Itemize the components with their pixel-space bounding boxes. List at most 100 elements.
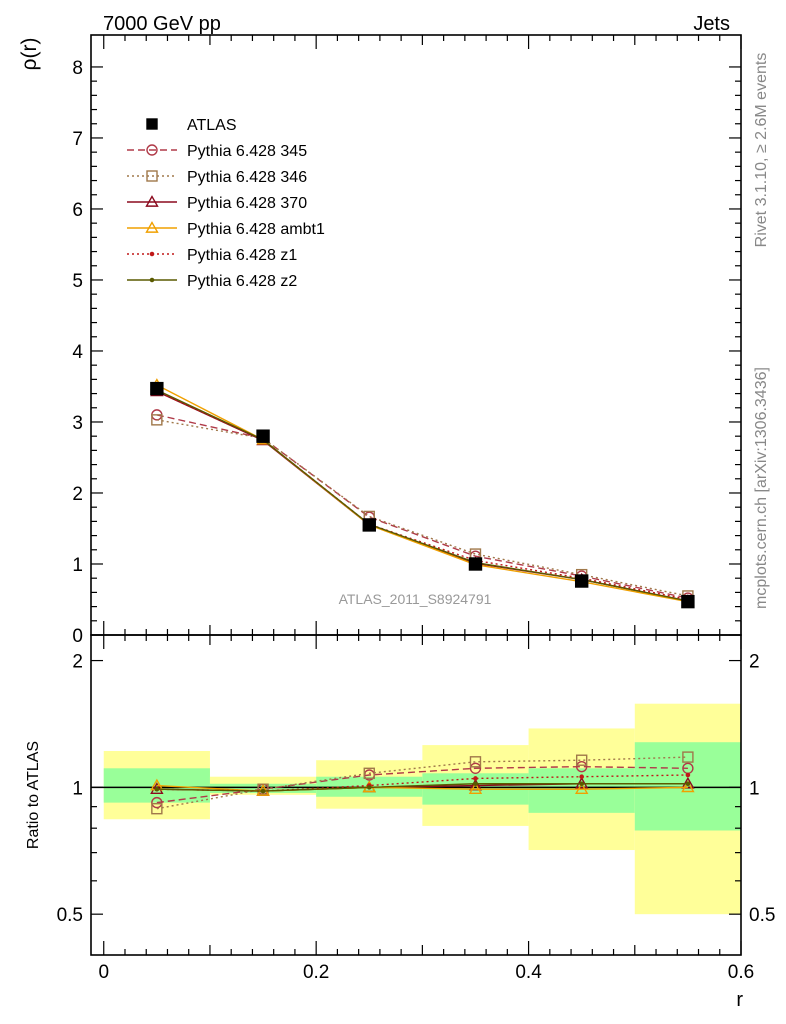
legend-entry: Pythia 6.428 ambt1 xyxy=(127,221,325,238)
ratio-series-line xyxy=(156,756,688,810)
ratio-data-point xyxy=(154,786,160,792)
legend-label: Pythia 6.428 345 xyxy=(187,143,307,160)
ratio-data-point xyxy=(579,774,584,780)
ratio-y-tick-label-right: 2 xyxy=(749,652,760,673)
axes: 0 1 2 3 4 5 6 7 8 0.5 0.5 1 1 2 2 0 0.2 0.4 0.6 xyxy=(57,35,775,983)
main-y-axis-label: ρ(r) xyxy=(18,38,41,71)
ratio-data-point xyxy=(575,754,588,766)
ratio-band-inner xyxy=(103,768,210,803)
ratio-data-point xyxy=(366,785,372,790)
legend-label: Pythia 6.428 z1 xyxy=(187,247,297,264)
legend: ATLAS Pythia 6.428 345 Pythia 6.428 346 Pyt… xyxy=(127,117,325,290)
mcplots-label: mcplots.cern.ch [arXiv:1306.3436] xyxy=(753,367,770,609)
x-tick-label: 0.6 xyxy=(728,962,754,983)
ratio-data-point xyxy=(363,767,375,779)
main-y-tick-label: 5 xyxy=(72,271,83,292)
main-data-point xyxy=(681,594,695,609)
ratio-data-point xyxy=(473,781,478,787)
ratio-data-point xyxy=(150,782,164,795)
main-y-tick-label: 8 xyxy=(72,58,83,79)
main-data-point xyxy=(574,574,589,588)
ratio-data-point xyxy=(260,788,266,794)
ratio-y-tick-label-right: 0.5 xyxy=(749,905,775,926)
ratio-y-tick-label: 0.5 xyxy=(57,905,83,926)
main-series xyxy=(150,384,695,606)
legend-label: Pythia 6.428 ambt1 xyxy=(187,221,325,238)
main-panel xyxy=(150,378,695,609)
ratio-data-point xyxy=(473,776,478,781)
legend-entry: Pythia 6.428 z1 xyxy=(127,247,297,264)
main-data-point xyxy=(362,518,376,532)
ratio-data-point xyxy=(151,802,163,815)
ratio-data-point xyxy=(579,781,584,787)
rivet-version-label: Rivet 3.1.10, ≥ 2.6M events xyxy=(753,53,770,248)
analysis-label: ATLAS_2011_S8924791 xyxy=(339,591,492,607)
main-series xyxy=(154,387,691,604)
ratio-data-point xyxy=(575,760,588,773)
x-tick-label: 0.2 xyxy=(303,962,329,983)
ratio-y-axis-label: Ratio to ATLAS xyxy=(25,741,42,849)
ratio-series xyxy=(154,781,691,794)
header-left: 7000 GeV pp xyxy=(103,13,221,35)
ratio-uncertainty-bands xyxy=(103,703,741,915)
ratio-data-point xyxy=(469,756,482,768)
legend-marker xyxy=(149,277,155,283)
ratio-data-point xyxy=(685,772,691,778)
main-data-point xyxy=(151,414,163,426)
ratio-series-line xyxy=(156,774,688,792)
main-y-tick-label: 1 xyxy=(72,555,83,576)
main-data-point xyxy=(150,381,164,396)
legend-entry: Pythia 6.428 345 xyxy=(127,143,307,160)
legend-entry: Pythia 6.428 z2 xyxy=(127,273,297,290)
legend-marker xyxy=(149,251,155,257)
legend-entry: Pythia 6.428 346 xyxy=(127,169,307,186)
main-y-tick-label: 7 xyxy=(72,129,83,150)
ratio-data-point xyxy=(151,796,163,809)
main-series xyxy=(150,378,695,607)
main-y-tick-label: 3 xyxy=(72,413,83,434)
legend-label: Pythia 6.428 z2 xyxy=(187,273,297,290)
ratio-data-point xyxy=(682,751,694,763)
legend-entry: Pythia 6.428 370 xyxy=(127,195,307,212)
legend-marker xyxy=(145,195,159,207)
legend-marker xyxy=(146,118,158,130)
legend-label: Pythia 6.428 346 xyxy=(187,169,307,186)
main-series-line xyxy=(156,414,689,599)
ratio-y-tick-label-right: 1 xyxy=(749,778,760,799)
ratio-panel-frame xyxy=(90,634,742,956)
main-data-point xyxy=(468,557,483,571)
legend-entry: ATLAS xyxy=(146,117,237,134)
header-right: Jets xyxy=(693,13,730,35)
ratio-series-line xyxy=(156,783,688,792)
ratio-band-inner xyxy=(209,783,317,793)
x-tick-label: 0.4 xyxy=(515,962,542,983)
ratio-data-point xyxy=(469,762,482,774)
main-y-tick-label: 0 xyxy=(72,626,83,647)
main-series xyxy=(154,389,691,602)
ratio-data-point xyxy=(574,782,589,795)
main-series-line xyxy=(156,390,689,601)
legend-marker xyxy=(145,221,159,233)
ratio-band-inner xyxy=(634,742,741,831)
ratio-y-tick-label: 1 xyxy=(72,778,83,799)
main-data-point xyxy=(256,429,270,443)
x-axis-label: r xyxy=(736,989,743,1011)
main-y-tick-label: 4 xyxy=(72,342,83,363)
x-tick-label: 0 xyxy=(98,962,109,983)
main-series xyxy=(151,409,694,604)
legend-label: Pythia 6.428 370 xyxy=(187,195,307,212)
legend-label: ATLAS xyxy=(187,117,237,134)
ratio-data-point xyxy=(681,780,695,793)
legend-marker xyxy=(146,170,158,182)
main-series xyxy=(151,414,694,602)
main-series-line xyxy=(156,419,689,597)
ratio-data-point xyxy=(685,781,691,787)
main-series-line xyxy=(156,384,689,603)
main-y-tick-label: 6 xyxy=(72,200,83,221)
main-series xyxy=(150,381,695,609)
main-series-line xyxy=(156,389,689,602)
ratio-panel xyxy=(91,751,741,815)
ratio-data-point xyxy=(468,782,483,795)
main-y-tick-label: 2 xyxy=(72,484,83,505)
